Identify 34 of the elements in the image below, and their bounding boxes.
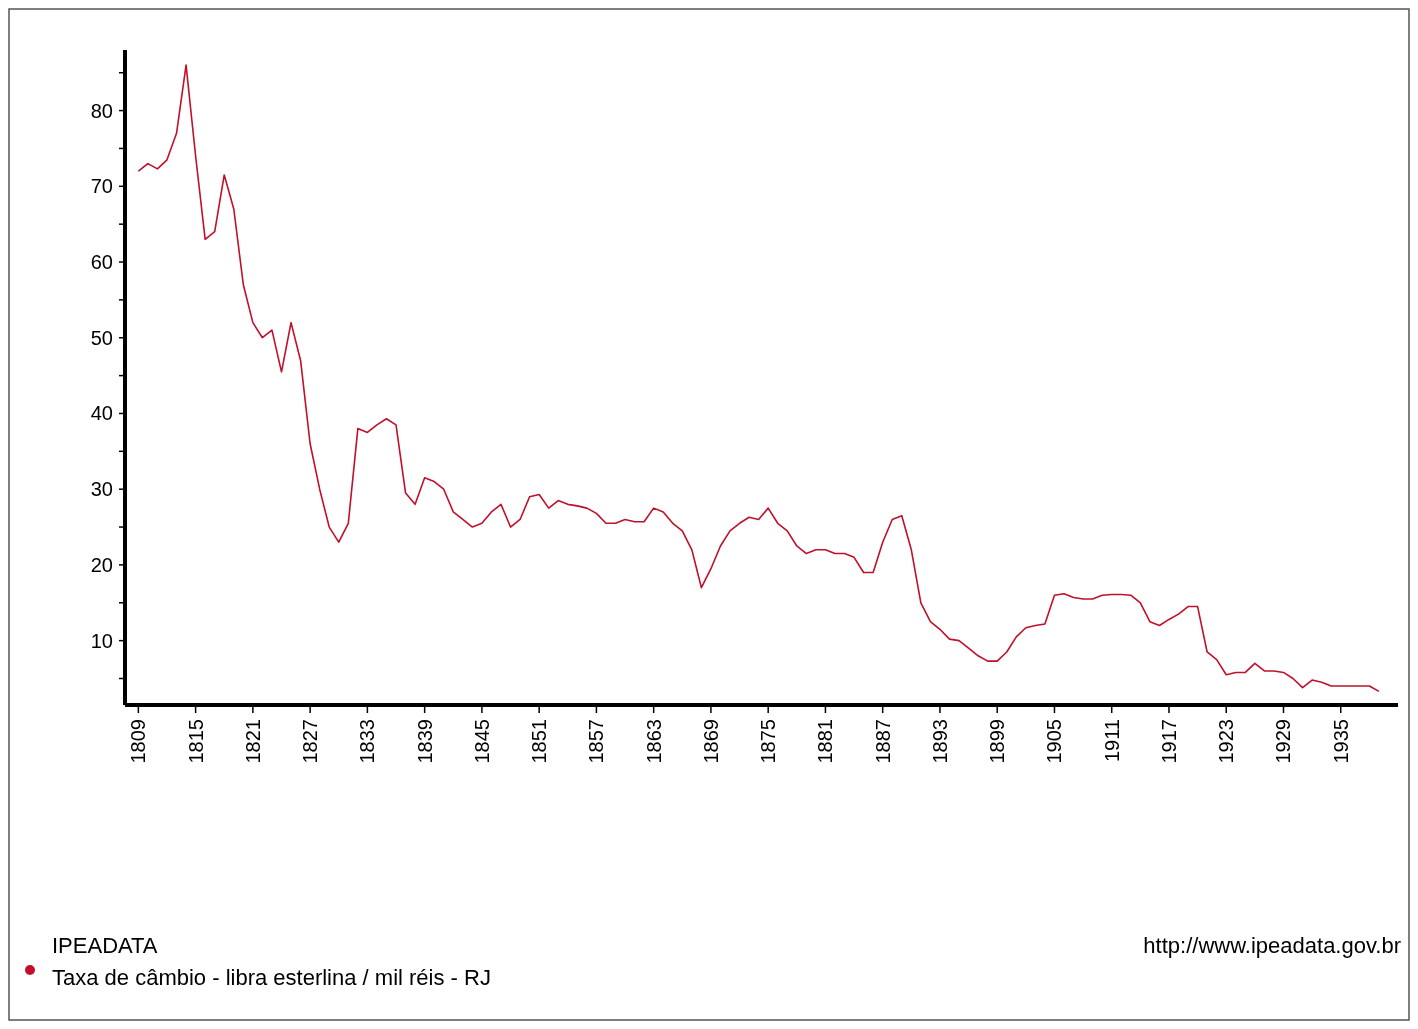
x-tick-label: 1833 <box>356 719 379 764</box>
y-tick-label: 70 <box>90 175 113 198</box>
y-tick-label: 10 <box>90 629 113 652</box>
x-tick-label: 1845 <box>470 719 493 764</box>
x-tick-label: 1881 <box>814 719 837 764</box>
x-tick-label: 1869 <box>699 719 722 764</box>
x-tick-label: 1929 <box>1272 719 1295 764</box>
y-tick-label: 20 <box>90 553 113 576</box>
text: IPEADATA <box>52 933 158 958</box>
x-tick-label: 1893 <box>928 719 951 764</box>
x-tick-label: 1863 <box>642 719 665 764</box>
x-tick-label: 1815 <box>184 719 207 764</box>
x-tick-label: 1935 <box>1329 719 1352 764</box>
x-tick-label: 1809 <box>127 719 150 764</box>
x-tick-label: 1887 <box>871 719 894 764</box>
y-tick-label: 50 <box>90 326 113 349</box>
y-tick-label: 60 <box>90 251 113 274</box>
x-tick-label: 1851 <box>528 719 551 764</box>
x-tick-label: 1917 <box>1157 719 1180 764</box>
x-tick-label: 1899 <box>986 719 1009 764</box>
y-tick-label: 40 <box>90 402 113 425</box>
x-tick-label: 1911 <box>1100 719 1123 763</box>
text: http://www.ipeadata.gov.br <box>1143 933 1401 958</box>
legend-label: Taxa de câmbio - libra esterlina / mil réis - RJ <box>52 965 491 990</box>
x-tick-label: 1821 <box>241 719 264 764</box>
x-tick-label: 1827 <box>299 719 322 764</box>
x-tick-label: 1857 <box>585 719 608 764</box>
y-tick-label: 30 <box>90 478 113 501</box>
x-tick-label: 1923 <box>1215 719 1238 764</box>
x-tick-label: 1839 <box>413 719 436 764</box>
x-tick-label: 1875 <box>757 719 780 764</box>
y-tick-label: 80 <box>90 99 113 122</box>
line-series <box>137 64 1380 693</box>
x-tick-label: 1905 <box>1043 719 1066 764</box>
